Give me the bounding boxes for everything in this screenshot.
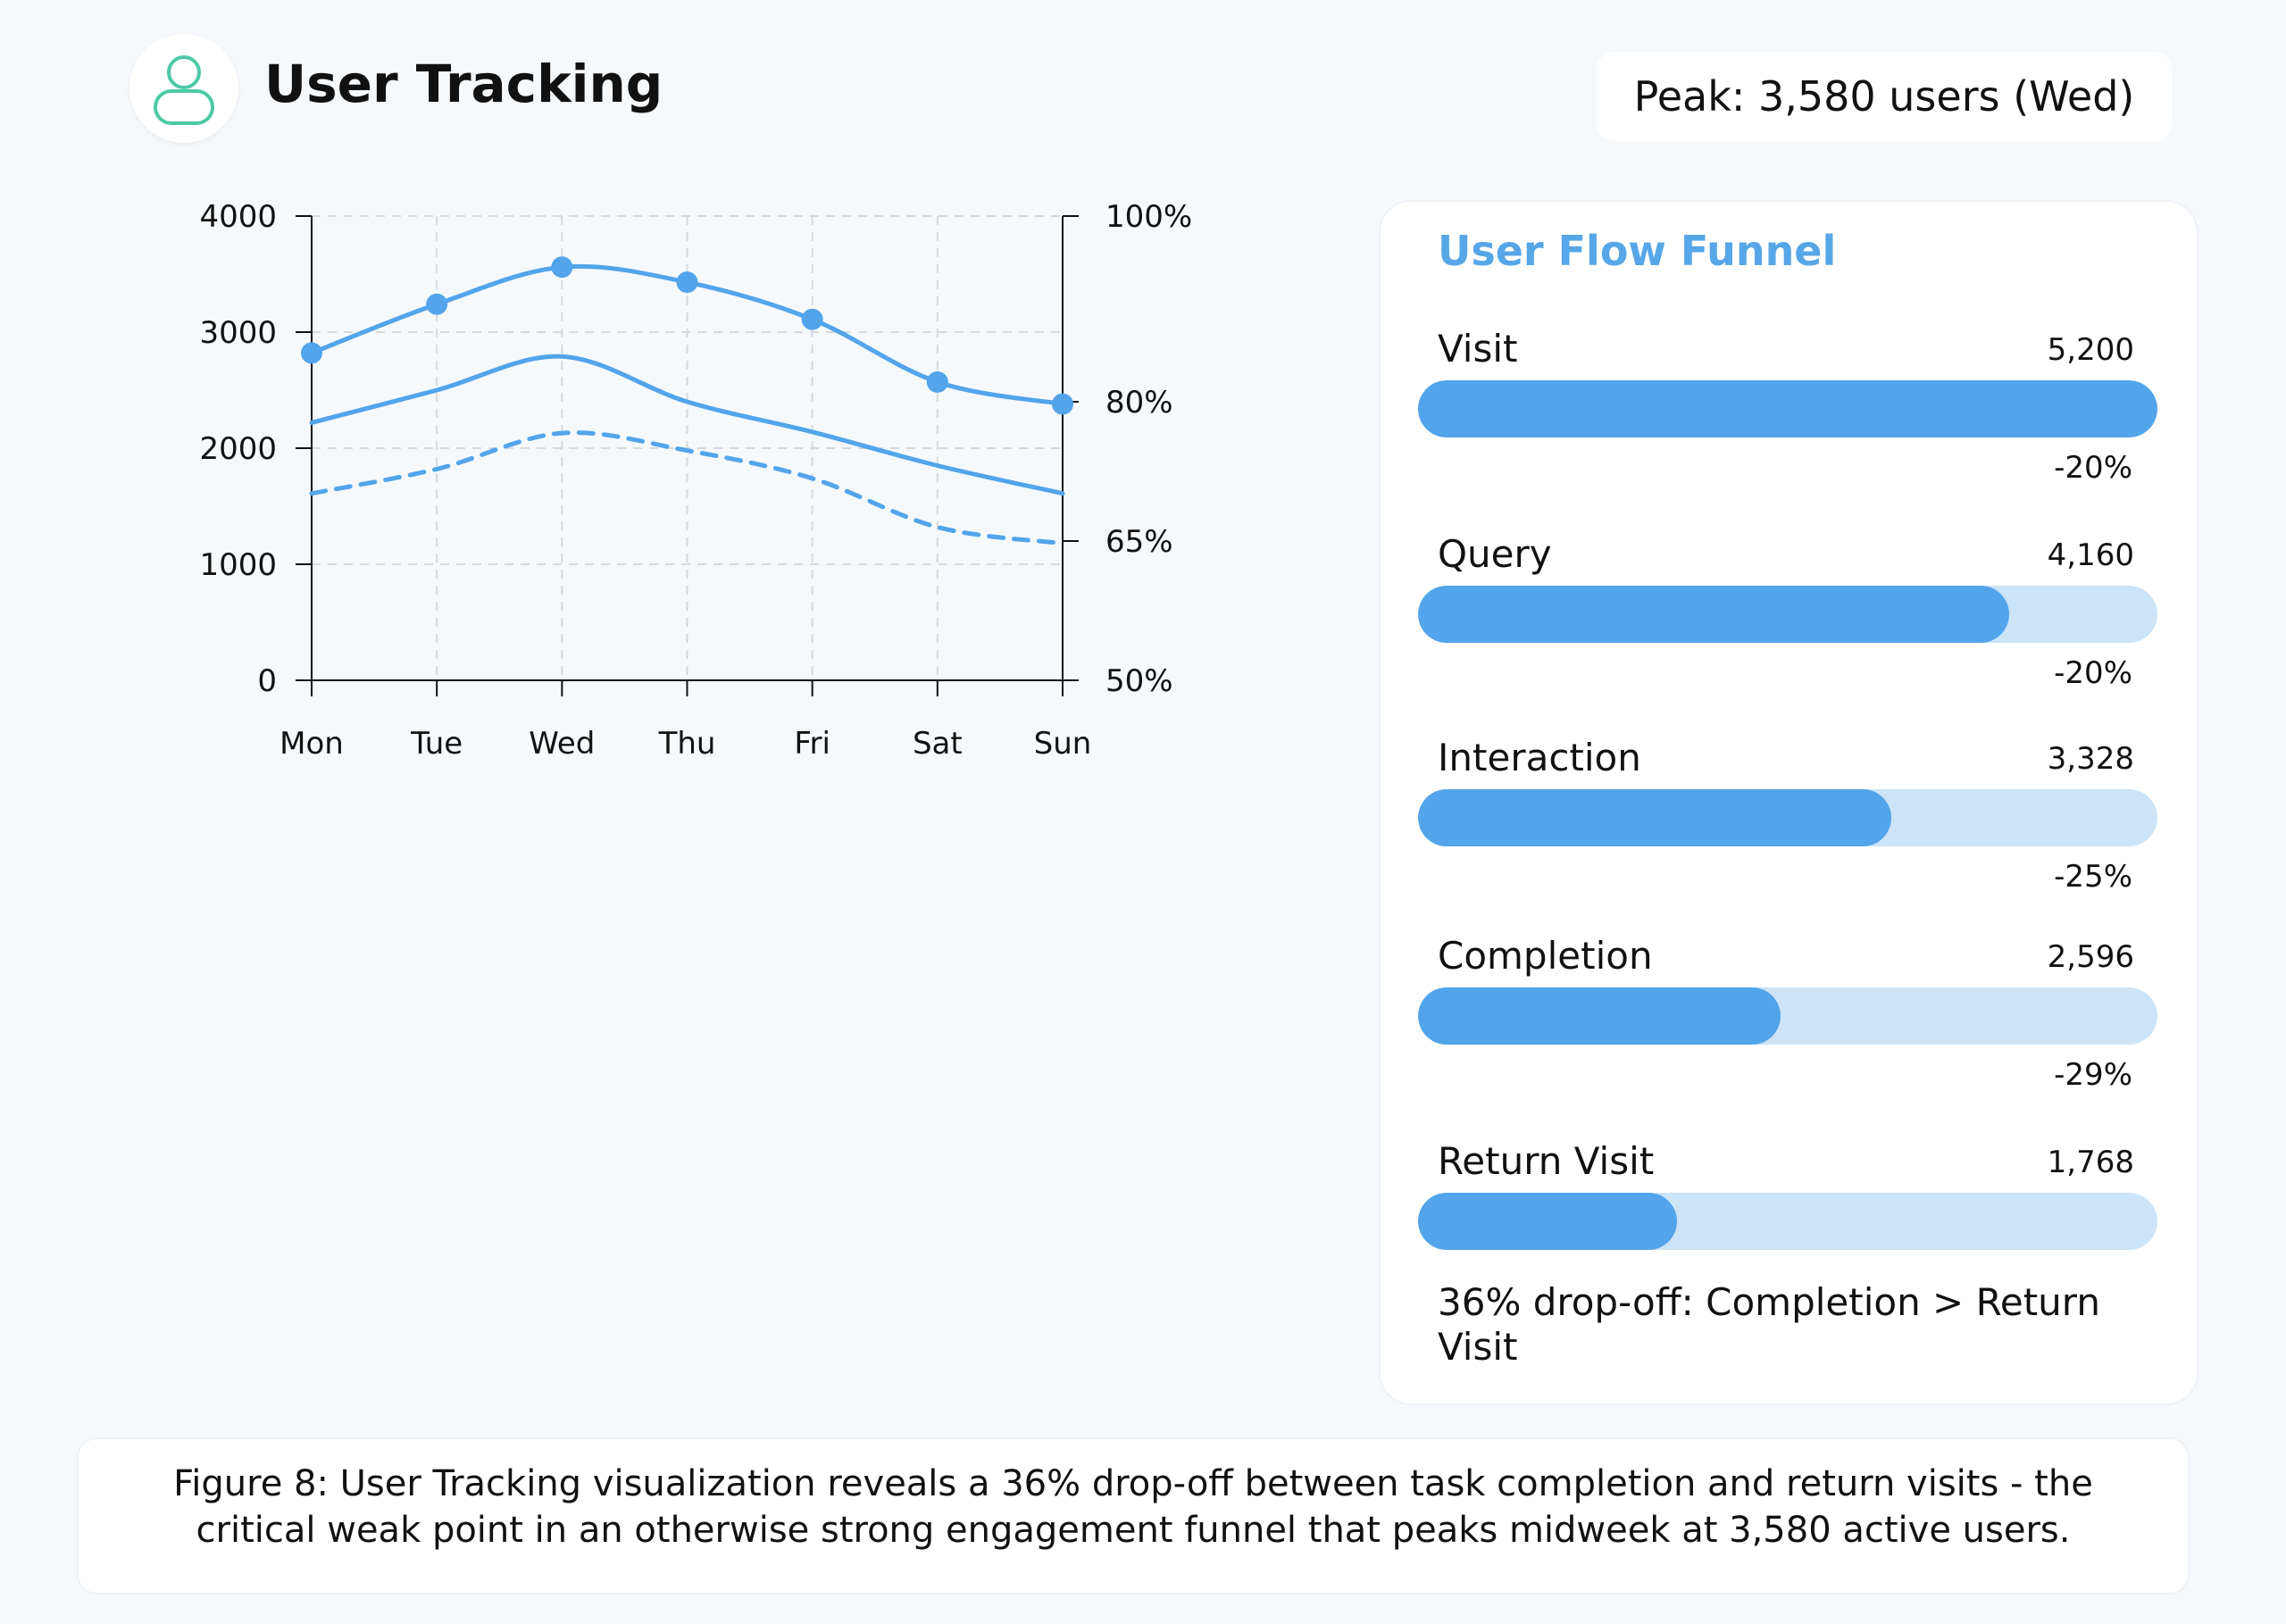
- x-tick-label: Thu: [658, 726, 716, 762]
- funnel-stage-label: Completion: [1438, 934, 1653, 978]
- funnel-stage-drop: -25%: [2054, 859, 2132, 895]
- y-left-tick-label: 3000: [199, 315, 277, 351]
- funnel-bar-fill: [1418, 380, 2157, 437]
- chart-axes: 0 1000 2000 3000 4000 50% 65% 80% 100% Mon Tue Wed T…: [199, 199, 1192, 762]
- y-right-tick-label: 65%: [1105, 524, 1173, 560]
- x-tick-label: Mon: [279, 726, 344, 762]
- funnel-bar-track: [1418, 1193, 2157, 1250]
- x-tick-label: Sat: [913, 726, 963, 762]
- funnel-stage-label: Query: [1438, 532, 1552, 576]
- series-point: [551, 256, 573, 279]
- funnel-stage-label: Interaction: [1438, 736, 1641, 779]
- series-point: [801, 308, 823, 330]
- funnel-note: 36% drop-off: Completion > Return Visit: [1438, 1280, 2100, 1369]
- peak-badge: Peak: 3,580 users (Wed): [1597, 52, 2172, 141]
- funnel-bar-track: [1418, 987, 2157, 1045]
- funnel-stage-value: 3,328: [2047, 741, 2134, 777]
- x-tick-label: Tue: [410, 726, 463, 762]
- funnel-stage-value: 5,200: [2047, 332, 2134, 368]
- funnel-stage-drop: -20%: [2054, 450, 2132, 486]
- funnel-bar-track: [1418, 586, 2157, 643]
- series-point: [426, 293, 448, 315]
- funnel-stage-drop: -20%: [2054, 655, 2132, 691]
- y-left-tick-label: 1000: [199, 547, 277, 583]
- y-left-tick-label: 0: [257, 663, 277, 699]
- chart-series: [301, 256, 1073, 546]
- funnel-panel: User Flow Funnel Visit 5,200 -20% Query 4,16…: [1381, 202, 2197, 1403]
- series-point: [676, 271, 698, 294]
- line-chart: 0 1000 2000 3000 4000 50% 65% 80% 100% Mon Tue Wed T…: [199, 199, 1192, 762]
- funnel-bar-fill: [1418, 789, 1891, 846]
- funnel-title: User Flow Funnel: [1438, 227, 1837, 275]
- caption-text: Figure 8: User Tracking visualization re…: [173, 1463, 2093, 1551]
- page-title: User Tracking: [264, 54, 663, 114]
- funnel-stage-value: 4,160: [2047, 537, 2134, 573]
- funnel-bar-fill: [1418, 1193, 1677, 1250]
- funnel-stage-value: 1,768: [2047, 1145, 2134, 1180]
- funnel-bar-fill: [1418, 586, 2010, 643]
- y-left-tick-label: 2000: [199, 431, 277, 467]
- funnel-stage-value: 2,596: [2047, 939, 2134, 975]
- y-right-tick-label: 80%: [1105, 385, 1173, 421]
- y-right-tick-label: 100%: [1105, 199, 1192, 235]
- funnel-bar-track: [1418, 380, 2157, 437]
- x-tick-label: Wed: [529, 726, 595, 762]
- series-point: [1052, 393, 1073, 415]
- x-tick-label: Fri: [794, 726, 830, 762]
- funnel-stage-label: Return Visit: [1438, 1139, 1655, 1183]
- funnel-bar-fill: [1418, 987, 1781, 1045]
- avatar: [129, 34, 238, 143]
- chart-grid: [312, 215, 1063, 680]
- series-point: [301, 342, 322, 364]
- y-left-tick-label: 4000: [199, 199, 277, 235]
- funnel-stage-drop: -29%: [2054, 1057, 2132, 1093]
- funnel-bar-track: [1418, 789, 2157, 846]
- series-line-3: [309, 430, 1065, 546]
- y-right-tick-label: 50%: [1105, 663, 1173, 699]
- user-icon: [154, 55, 214, 125]
- series-line-2: [309, 354, 1065, 496]
- series-point: [926, 371, 948, 393]
- figure-caption: Figure 8: User Tracking visualization re…: [79, 1439, 2188, 1593]
- funnel-stage-label: Visit: [1438, 327, 1518, 371]
- x-tick-label: Sun: [1034, 726, 1092, 762]
